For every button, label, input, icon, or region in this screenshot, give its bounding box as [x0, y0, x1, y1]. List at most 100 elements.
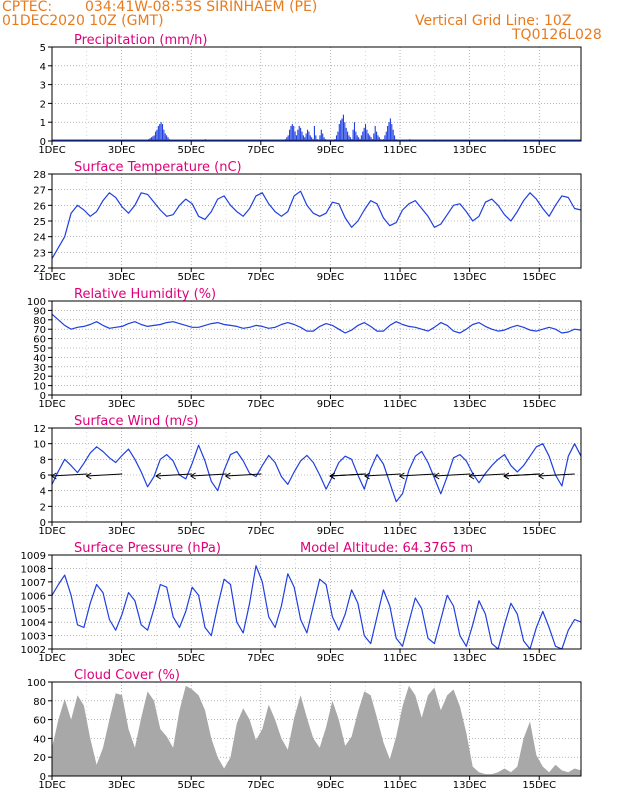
precip-bar — [364, 124, 367, 141]
y-tick-label: 12 — [33, 424, 46, 435]
precip-bar — [335, 135, 338, 141]
wind-arrow — [225, 473, 262, 477]
x-tick-label: 11DEC — [383, 399, 417, 410]
precip-bar — [295, 135, 298, 141]
x-tick-label: 15DEC — [522, 399, 556, 410]
x-tick-label: 7DEC — [247, 399, 274, 410]
precip-bar — [287, 135, 289, 141]
precip-bar — [289, 129, 291, 141]
precip-bar — [305, 133, 307, 141]
wind-arrow-head — [538, 472, 544, 480]
precip-bar — [347, 131, 349, 141]
precip-bar — [286, 137, 288, 141]
wind-arrow — [503, 473, 540, 477]
y-tick-label: 24 — [33, 233, 46, 244]
y-tick-label: 100 — [27, 678, 46, 689]
pressure-panel: 1002 1003 1004 1005 1006 1007 1008 1009 1DEC 3DEC… — [21, 541, 582, 664]
precip-bar — [309, 135, 311, 141]
x-tick-label: 9DEC — [317, 526, 344, 537]
x-tick-label: 3DEC — [108, 399, 135, 410]
precip-bar — [366, 129, 368, 141]
precipitation-panel: 0 1 2 3 4 5 1DEC 3DEC 5DEC 7DEC 9DEC 11DEC 13DEC 15DE… — [38, 33, 582, 156]
precip-bar — [342, 114, 344, 141]
y-tick-label: 10 — [33, 382, 46, 393]
precip-bar — [392, 129, 394, 141]
precip-bar — [373, 133, 375, 141]
y-tick-label: 23 — [33, 248, 46, 259]
x-tick-label: 9DEC — [317, 653, 344, 664]
y-tick-label: 40 — [33, 734, 46, 745]
wind-arrow-head — [225, 472, 231, 480]
y-tick-label: 26 — [33, 201, 46, 212]
x-tick-label: 9DEC — [317, 399, 344, 410]
precip-bar — [160, 122, 162, 141]
precip-bar — [298, 125, 300, 141]
wind-arrow-head — [155, 472, 162, 480]
wind-arrow — [434, 473, 471, 477]
x-tick-label: 11DEC — [383, 145, 417, 156]
wind-arrow — [399, 473, 436, 477]
x-tick-label: 13DEC — [453, 526, 487, 537]
precip-bar — [293, 125, 295, 141]
x-tick-label: 15DEC — [522, 526, 556, 537]
y-tick-label: 60 — [33, 335, 46, 346]
precip-bar — [391, 124, 393, 141]
y-tick-label: 0 — [40, 518, 46, 529]
x-tick-label: 11DEC — [383, 272, 417, 283]
precip-bar — [340, 120, 342, 141]
humidity-title: Relative Humidity (%) — [74, 287, 216, 302]
y-tick-label: 1005 — [21, 605, 46, 616]
x-tick-label: 7DEC — [247, 145, 274, 156]
y-tick-label: 20 — [33, 753, 46, 764]
x-tick-label: 3DEC — [108, 145, 135, 156]
precip-bar — [153, 135, 155, 141]
precip-bar — [290, 125, 292, 141]
wind-arrow-head — [399, 472, 405, 480]
precip-bar — [315, 135, 317, 141]
precip-bar — [164, 133, 166, 141]
y-tick-label: 22 — [33, 264, 46, 275]
date-label: 01DEC2020 10Z (GMT) — [2, 13, 164, 29]
y-tick-label: 1007 — [21, 578, 46, 589]
y-tick-label: 70 — [33, 325, 46, 336]
x-tick-label: 13DEC — [453, 399, 487, 410]
precip-bar — [389, 118, 391, 141]
y-tick-label: 1006 — [21, 591, 46, 602]
cloud-cover-title: Cloud Cover (%) — [74, 668, 180, 683]
precip-bar — [348, 135, 350, 141]
humidity-series-line — [51, 313, 582, 334]
precip-bar — [352, 129, 354, 141]
precip-bar — [341, 118, 343, 141]
x-tick-label: 5DEC — [178, 272, 205, 283]
x-tick-label: 3DEC — [108, 272, 135, 283]
precipitation-frame — [51, 46, 582, 142]
x-tick-label: 7DEC — [247, 526, 274, 537]
run-code-label: TQ0126L028 — [512, 27, 602, 43]
precip-bar — [311, 137, 313, 141]
temperature-series-line — [51, 190, 582, 259]
x-tick-label: 1DEC — [38, 145, 65, 156]
y-tick-label: 28 — [33, 170, 46, 181]
x-tick-label: 3DEC — [108, 653, 135, 664]
y-tick-label: 0 — [40, 137, 46, 148]
x-tick-label: 1DEC — [38, 780, 65, 791]
x-tick-label: 15DEC — [522, 272, 556, 283]
precipitation-title: Precipitation (mm/h) — [74, 33, 207, 48]
precip-bar — [163, 129, 165, 141]
precip-bar — [157, 125, 159, 141]
x-tick-label: 5DEC — [178, 399, 205, 410]
precip-bar — [302, 135, 304, 141]
precip-bar — [156, 129, 158, 141]
precip-bar — [313, 125, 315, 141]
y-tick-label: 30 — [33, 363, 46, 374]
y-tick-label: 1009 — [21, 551, 46, 562]
precip-bar — [306, 129, 309, 141]
precip-bar — [344, 122, 346, 141]
wind-arrow-head — [364, 472, 370, 480]
precip-bar — [376, 131, 378, 141]
x-tick-label: 13DEC — [453, 272, 487, 283]
precip-bar — [362, 131, 364, 141]
y-tick-label: 50 — [33, 344, 46, 355]
precip-bar — [294, 131, 296, 141]
precip-bar — [377, 135, 379, 141]
